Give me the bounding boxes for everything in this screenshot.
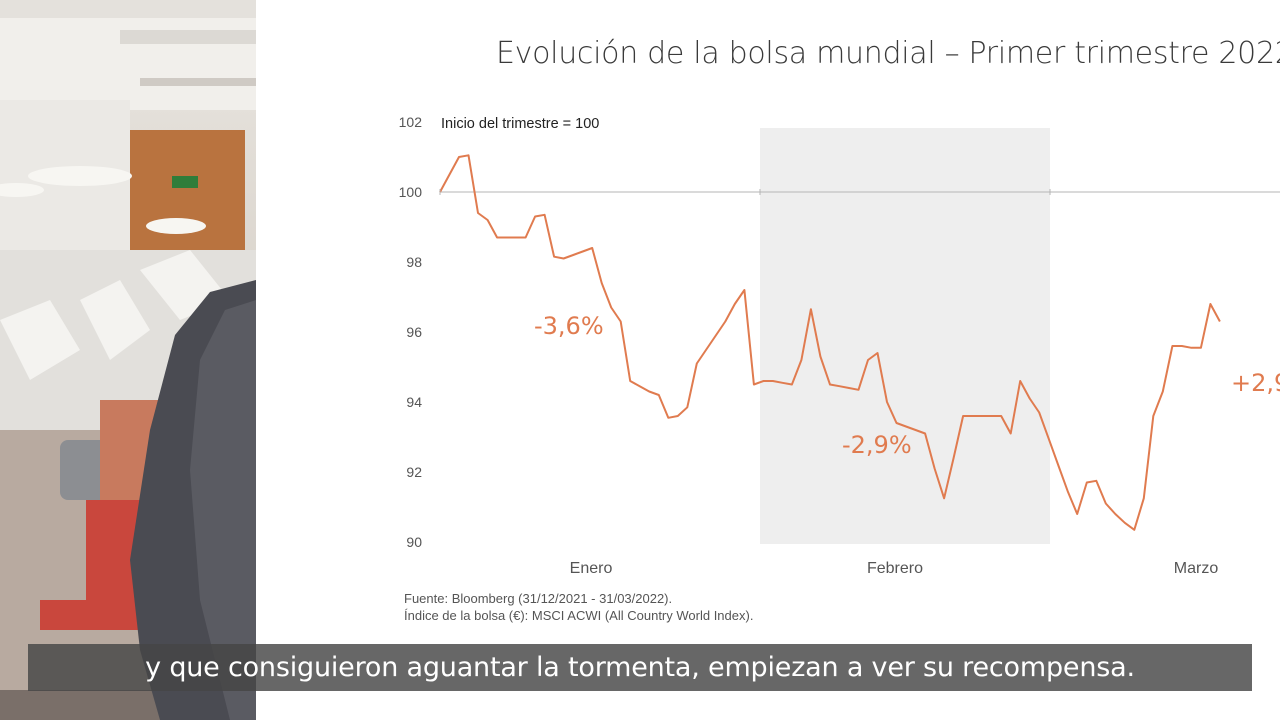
chart-title: Evolución de la bolsa mundial – Primer t… [496, 36, 1280, 71]
chart-slide: Evolución de la bolsa mundial – Primer t… [256, 0, 1280, 720]
x-axis-label: Enero [570, 560, 613, 577]
y-tick-label: 94 [406, 394, 422, 410]
y-tick-label: 102 [399, 114, 423, 130]
y-tick-label: 96 [406, 324, 422, 340]
shaded-period-february [760, 128, 1050, 544]
presenter-video [0, 0, 256, 720]
line-chart: 102 100 98 96 94 92 90 Enero Febrero Marzo Inici… [399, 114, 1280, 577]
subtitle-text: y que consiguieron aguantar la tormenta,… [145, 652, 1135, 683]
y-tick-label: 90 [406, 534, 422, 550]
x-axis-label: Marzo [1174, 560, 1219, 577]
y-tick-label: 98 [406, 254, 422, 270]
source-line-2: Índice de la bolsa (€): MSCI ACWI (All C… [404, 608, 754, 623]
base-annotation: Inicio del trimestre = 100 [441, 116, 599, 132]
period-change-label: +2,9 [1231, 369, 1280, 397]
period-change-label: -3,6% [534, 312, 604, 340]
x-axis-label: Febrero [867, 560, 923, 577]
y-tick-label: 92 [406, 464, 422, 480]
series-line [439, 154, 1221, 531]
subtitle-bar: y que consiguieron aguantar la tormenta,… [28, 644, 1252, 691]
y-tick-label: 100 [399, 184, 423, 200]
source-line-1: Fuente: Bloomberg (31/12/2021 - 31/03/20… [404, 591, 673, 606]
period-change-label: -2,9% [842, 431, 912, 459]
office-background [0, 0, 256, 720]
